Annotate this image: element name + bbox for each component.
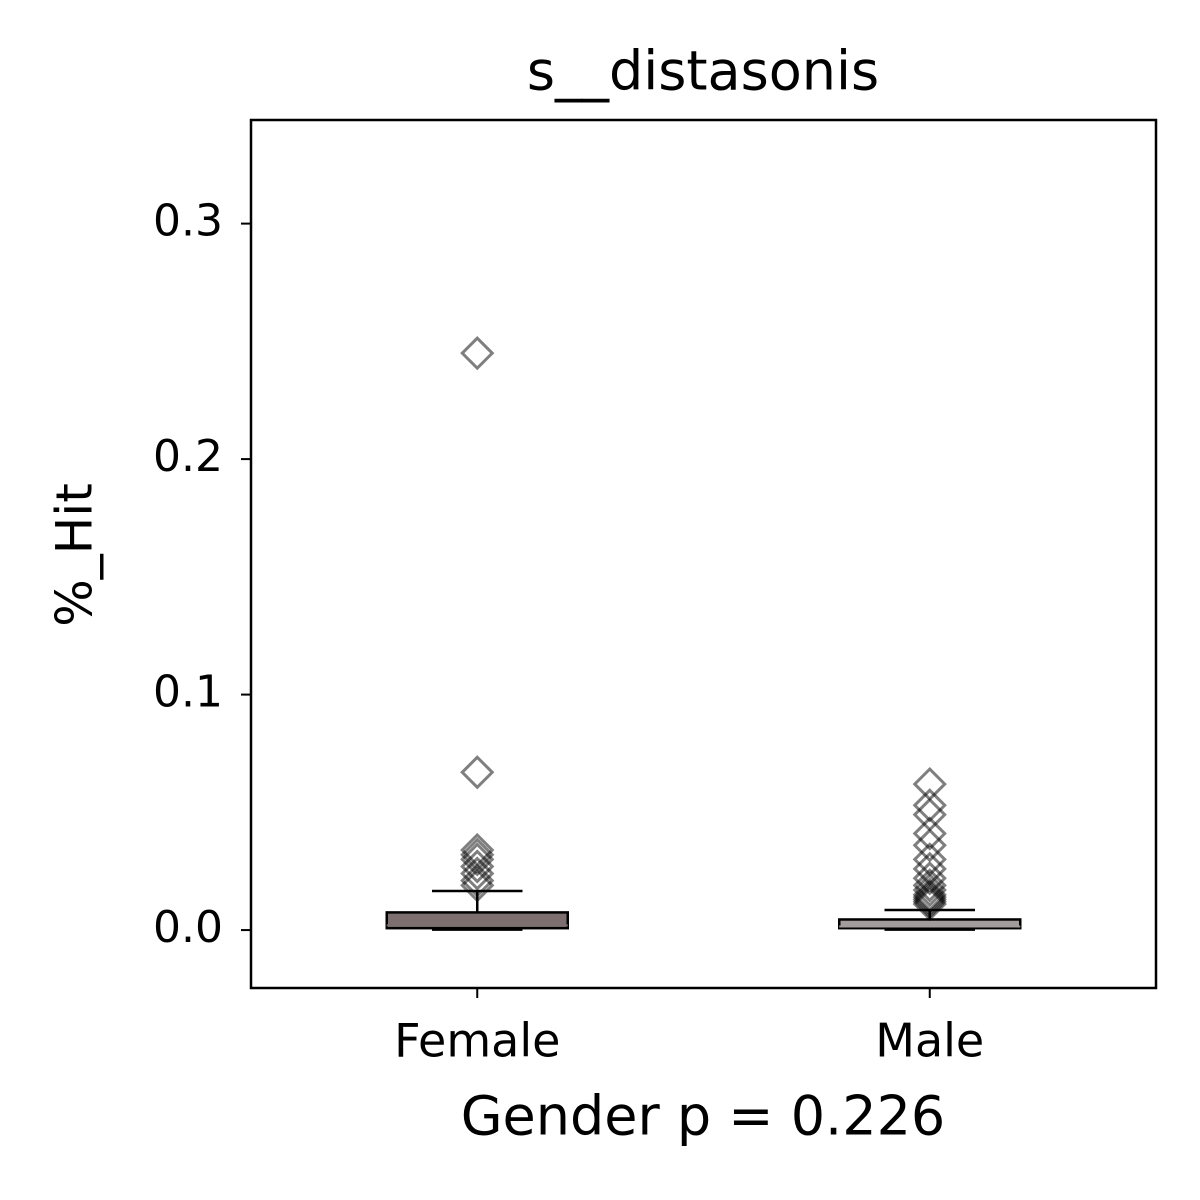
outlier <box>912 788 947 823</box>
outlier <box>912 872 947 908</box>
y-axis-label: %_Hit <box>46 483 104 627</box>
x-tick-label: Female <box>394 1014 560 1068</box>
y-tick-label: 0.0 <box>153 902 223 953</box>
x-axis-label: Gender p = 0.226 <box>461 1085 946 1148</box>
outlier <box>912 877 947 912</box>
chart-title: s__distasonis <box>527 40 879 103</box>
outlier <box>460 856 495 891</box>
outlier <box>912 882 947 917</box>
box <box>385 911 569 930</box>
outlier <box>460 849 495 884</box>
outlier <box>460 863 495 898</box>
outlier <box>912 828 947 863</box>
outlier <box>912 816 947 851</box>
outlier <box>460 755 495 790</box>
outlier <box>460 868 495 903</box>
outlier <box>912 884 947 919</box>
outlier <box>460 336 495 371</box>
y-tick-label: 0.3 <box>153 196 223 247</box>
outlier <box>912 797 947 832</box>
outlier <box>460 842 495 877</box>
plot-frame <box>249 118 1158 990</box>
x-tick-label: Male <box>875 1014 984 1068</box>
y-tick-label: 0.1 <box>153 667 223 718</box>
outlier <box>912 879 947 915</box>
outlier <box>912 868 947 903</box>
outlier <box>912 861 947 896</box>
y-tick-label: 0.2 <box>153 431 223 482</box>
outlier <box>912 887 947 922</box>
outlier <box>912 766 947 802</box>
